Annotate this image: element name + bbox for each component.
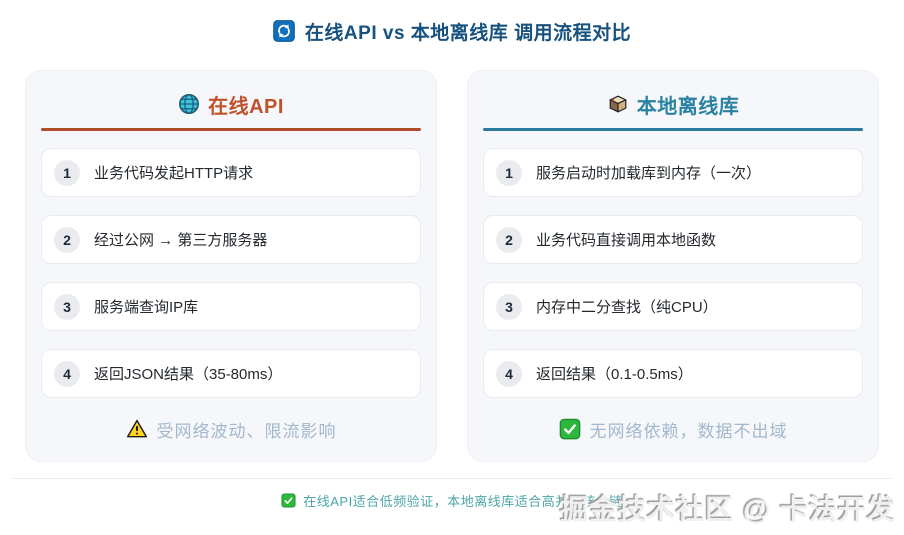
footnote: 在线API适合低频验证，本地离线库适合高并发核心链	[0, 491, 904, 510]
step-number-badge: 2	[496, 226, 522, 253]
step-card: 4 返回结果（0.1-0.5ms）	[483, 349, 863, 398]
offline-accent-underline	[483, 128, 863, 131]
step-number-badge: 2	[54, 226, 80, 253]
online-steps: 1 业务代码发起HTTP请求 2 经过公网 → 第三方服务器 3 服务端查询IP…	[41, 148, 421, 398]
panels-container: 在线API 1 业务代码发起HTTP请求 2 经过公网 → 第三方服务器 3 服…	[25, 70, 879, 462]
step-text: 内存中二分查找（纯CPU）	[536, 299, 718, 316]
panel-online-title: 在线API	[208, 95, 284, 118]
check-icon	[281, 493, 296, 508]
step-number-badge: 4	[496, 360, 522, 387]
online-footer-text: 受网络波动、限流影响	[156, 421, 337, 441]
step-card: 3 内存中二分查找（纯CPU）	[483, 282, 863, 331]
step-text: 服务启动时加载库到内存（一次）	[536, 165, 762, 182]
step-text: 返回JSON结果（35-80ms）	[94, 366, 283, 383]
footnote-text: 在线API适合低频验证，本地离线库适合高并发核心链	[303, 494, 623, 509]
step-number-badge: 4	[54, 360, 80, 387]
globe-icon	[178, 93, 200, 115]
sync-icon	[273, 20, 295, 42]
online-accent-underline	[41, 128, 421, 131]
panel-online-header: 在线API	[41, 91, 421, 118]
step-text: 业务代码直接调用本地函数	[536, 232, 717, 249]
package-icon	[607, 93, 629, 115]
bottom-divider	[12, 478, 892, 479]
step-card: 1 服务启动时加载库到内存（一次）	[483, 148, 863, 197]
panel-offline-title: 本地离线库	[636, 95, 740, 118]
page-title-row: 在线API vs 本地离线库 调用流程对比	[0, 0, 904, 44]
step-number-badge: 1	[496, 159, 522, 186]
step-number-badge: 1	[54, 159, 80, 186]
panel-offline-lib: 本地离线库 1 服务启动时加载库到内存（一次） 2 业务代码直接调用本地函数 3…	[467, 70, 879, 462]
warning-icon	[126, 418, 148, 440]
step-number-badge: 3	[496, 293, 522, 320]
panel-offline-header: 本地离线库	[483, 91, 863, 118]
step-card: 4 返回JSON结果（35-80ms）	[41, 349, 421, 398]
step-text: 服务端查询IP库	[94, 299, 199, 316]
offline-steps: 1 服务启动时加载库到内存（一次） 2 业务代码直接调用本地函数 3 内存中二分…	[483, 148, 863, 398]
offline-footer-note: 无网络依赖，数据不出域	[483, 416, 863, 442]
step-card: 2 经过公网 → 第三方服务器	[41, 215, 421, 264]
step-text: 返回结果（0.1-0.5ms）	[536, 366, 693, 383]
step-card: 2 业务代码直接调用本地函数	[483, 215, 863, 264]
check-icon	[559, 418, 581, 440]
page-title: 在线API vs 本地离线库 调用流程对比	[304, 22, 632, 44]
step-number-badge: 3	[54, 293, 80, 320]
step-text: 业务代码发起HTTP请求	[94, 165, 254, 182]
step-card: 1 业务代码发起HTTP请求	[41, 148, 421, 197]
panel-online-api: 在线API 1 业务代码发起HTTP请求 2 经过公网 → 第三方服务器 3 服…	[25, 70, 437, 462]
offline-footer-text: 无网络依赖，数据不出域	[589, 421, 788, 441]
step-text: 经过公网 → 第三方服务器	[94, 232, 268, 249]
online-footer-note: 受网络波动、限流影响	[41, 416, 421, 442]
step-card: 3 服务端查询IP库	[41, 282, 421, 331]
